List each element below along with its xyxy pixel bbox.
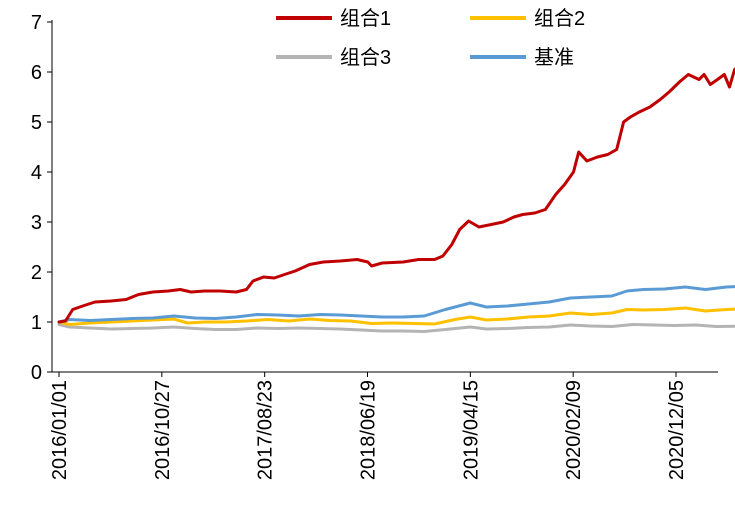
series-line-1	[57, 67, 735, 324]
legend-label: 基准	[534, 46, 574, 69]
x-tick-label: 2020/12/05	[666, 380, 688, 480]
legend: 组合1 组合2 组合3 基准	[276, 7, 585, 69]
x-tick-label: 2018/06/19	[358, 380, 380, 480]
y-tick-label: 2	[31, 262, 42, 284]
x-tick-label: 2016/01/01	[49, 380, 71, 480]
axes: 0 1 2 3 4 5 6 7 2016/01/01 2016/10/27 2017/08/23 20…	[31, 12, 718, 480]
series-lines	[57, 67, 735, 333]
y-tick-label: 6	[31, 62, 42, 84]
x-tick-label: 2016/10/27	[152, 380, 174, 480]
series-line-3	[57, 323, 735, 333]
y-tick-label: 1	[31, 312, 42, 334]
y-tick-label: 5	[31, 112, 42, 134]
series-line-4	[57, 285, 735, 324]
legend-label: 组合1	[340, 7, 391, 30]
x-tick-label: 2019/04/15	[460, 380, 482, 480]
x-tick-label: 2020/02/09	[563, 380, 585, 480]
y-tick-label: 0	[31, 362, 42, 384]
y-tick-label: 3	[31, 212, 42, 234]
y-tick-label: 4	[31, 162, 42, 184]
legend-label: 组合2	[534, 7, 585, 30]
series-line-2	[57, 306, 735, 326]
y-tick-label: 7	[31, 12, 42, 34]
legend-label: 组合3	[340, 46, 391, 69]
x-tick-label: 2017/08/23	[255, 380, 277, 480]
